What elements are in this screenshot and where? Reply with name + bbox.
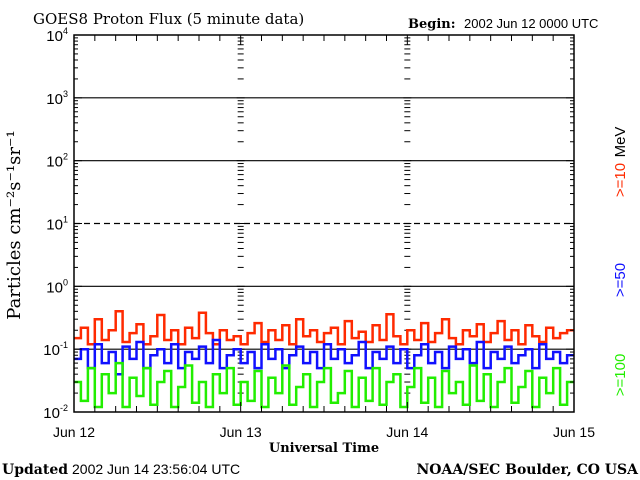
updated-value: 2002 Jun 14 23:56:04 UTC	[72, 461, 240, 477]
y-tick-label: 10-2	[43, 403, 68, 422]
legend-item: >=10	[612, 163, 629, 197]
legend-item: >=100	[612, 354, 629, 397]
source-credit: NOAA/SEC Boulder, CO USA	[417, 462, 640, 478]
y-tick-label: 102	[46, 152, 68, 171]
x-tick-label: Jun 14	[386, 424, 428, 440]
x-tick-label: Jun 15	[553, 424, 595, 440]
y-tick-label: 100	[46, 277, 68, 296]
y-tick-label: 103	[46, 89, 68, 108]
legend-unit: MeV	[612, 127, 629, 158]
x-tick-label: Jun 13	[220, 424, 262, 440]
series-line-1	[74, 310, 574, 346]
x-axis-label: Universal Time	[269, 441, 379, 456]
series-line-2	[74, 338, 574, 376]
chart-title: GOES8 Proton Flux (5 minute data)	[33, 10, 304, 28]
y-tick-label: 10-1	[43, 340, 68, 359]
legend-item: >=50	[612, 263, 629, 297]
begin-value: 2002 Jun 12 0000 UTC	[464, 16, 598, 31]
x-tick-label: Jun 12	[53, 424, 95, 440]
series-line-3	[74, 361, 574, 409]
updated-label: Updated	[2, 462, 68, 478]
begin-label: Begin:	[408, 17, 456, 32]
y-tick-label: 104	[46, 26, 68, 45]
y-axis-label: Particles cm⁻²s⁻¹sr⁻¹	[4, 130, 25, 319]
y-tick-label: 101	[46, 215, 68, 234]
